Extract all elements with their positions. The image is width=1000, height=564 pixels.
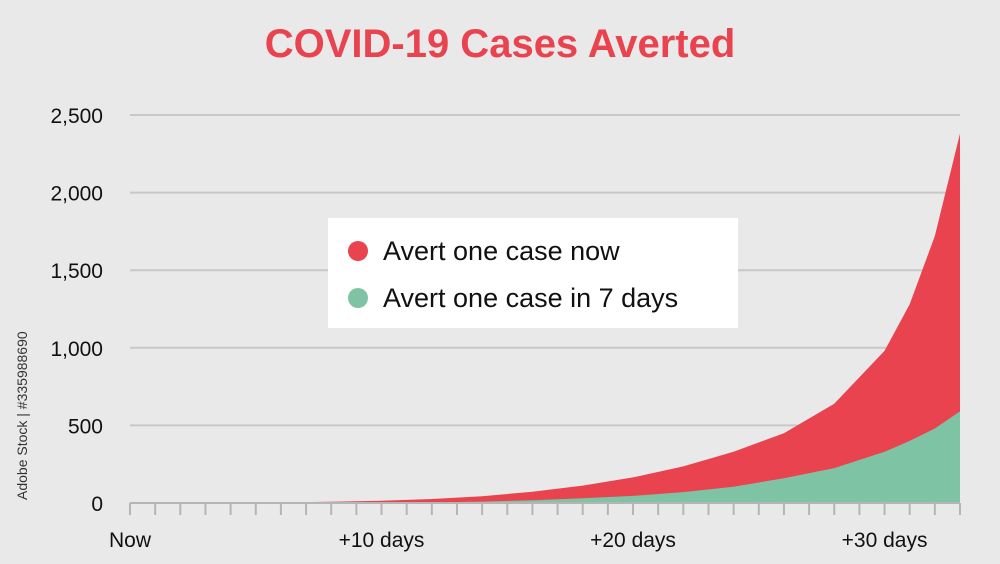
legend-marker-7days	[348, 288, 368, 308]
x-tick-label: +10 days	[339, 529, 425, 552]
x-tick-label: Now	[109, 529, 152, 552]
x-axis	[129, 502, 961, 515]
area-series-7days	[130, 411, 960, 503]
x-tick-label: +30 days	[842, 529, 928, 552]
y-tick-label: 2,000	[50, 183, 103, 206]
y-axis-tick-labels: 0 500 1,000 1,500 2,000 2,500	[50, 105, 103, 516]
y-tick-label: 1,000	[50, 338, 103, 361]
y-tick-label: 2,500	[50, 105, 103, 128]
legend-label-now: Avert one case now	[383, 236, 620, 266]
legend: Avert one case now Avert one case in 7 d…	[328, 218, 738, 328]
legend-label-7days: Avert one case in 7 days	[383, 283, 678, 313]
x-axis-tick-labels: Now +10 days +20 days +30 days	[109, 529, 927, 552]
series-areas	[130, 133, 960, 503]
y-tick-label: 0	[91, 493, 103, 516]
x-tick-label: +20 days	[590, 529, 676, 552]
y-tick-label: 500	[68, 415, 103, 438]
stock-credit: Adobe Stock | #335988690	[14, 331, 30, 500]
chart-title: COVID-19 Cases Averted	[265, 22, 736, 66]
legend-box	[328, 218, 738, 328]
y-tick-label: 1,500	[50, 260, 103, 283]
legend-marker-now	[348, 241, 368, 261]
